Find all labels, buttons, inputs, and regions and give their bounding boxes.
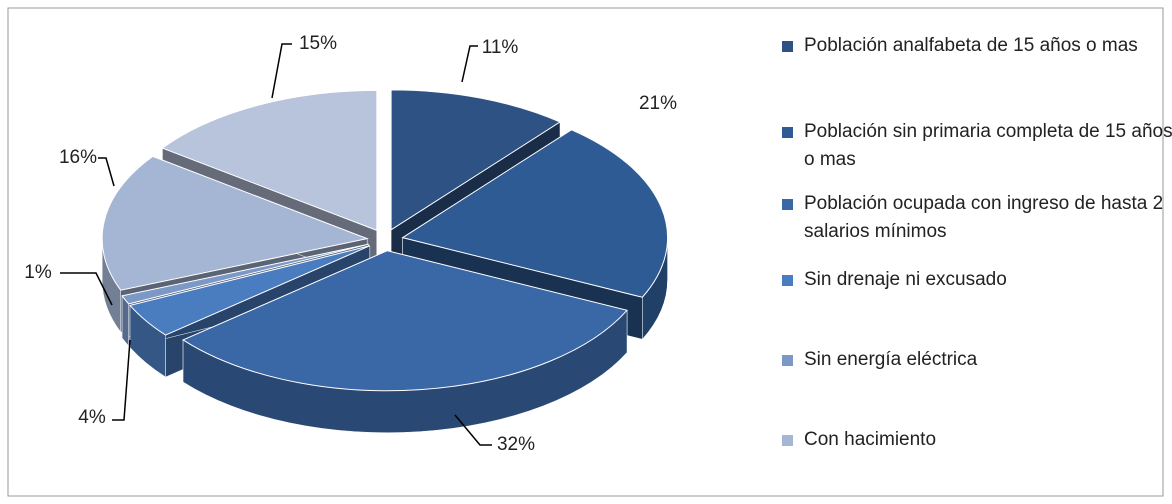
data-label: 21% — [639, 93, 677, 114]
data-label: 4% — [78, 407, 106, 428]
slice — [129, 245, 371, 336]
legend-label: Población sin primaria completa de 15 añ… — [804, 121, 1172, 170]
data-label: 11% — [482, 37, 519, 58]
legend-item: Población sin primaria completa de 15 añ… — [782, 118, 1172, 174]
slice — [401, 129, 669, 298]
data-label: 32% — [497, 434, 535, 455]
legend-swatch — [782, 275, 793, 286]
legend-label: Con hacimiento — [804, 429, 937, 450]
slice — [182, 250, 628, 392]
pie — [101, 89, 669, 433]
legend-item: Sin energía eléctrica — [782, 346, 1172, 374]
legend-item: Población analfabeta de 15 años o mas — [782, 32, 1172, 60]
slice — [161, 89, 378, 232]
legend-label: Sin drenaje ni excusado — [804, 269, 1007, 290]
legend-swatch — [782, 355, 793, 366]
slice — [390, 89, 562, 231]
legend-swatch — [782, 199, 793, 210]
leaders — [60, 43, 492, 446]
slice — [121, 243, 369, 305]
legend-label: Población analfabeta de 15 años o mas — [804, 35, 1138, 56]
legend-label: Población ocupada con ingreso de hasta 2… — [804, 193, 1164, 242]
data-label: 16% — [59, 147, 97, 168]
legend-label: Sin energía eléctrica — [804, 349, 978, 370]
data-label: 15% — [299, 33, 337, 54]
legend-swatch — [782, 435, 793, 446]
legend-item: Con hacimiento — [782, 426, 1172, 454]
legend-swatch — [782, 41, 793, 52]
legend-swatch — [782, 127, 793, 138]
legend-item: Sin drenaje ni excusado — [782, 266, 1172, 294]
legend-item: Población ocupada con ingreso de hasta 2… — [782, 190, 1172, 246]
slice — [101, 155, 369, 291]
data-label: 1% — [24, 262, 52, 283]
